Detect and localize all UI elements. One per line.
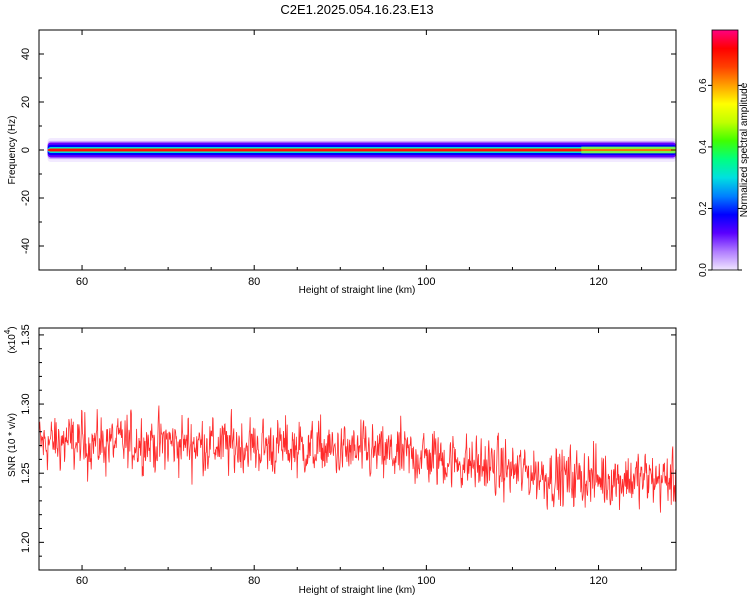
- colorbar-tick-label: 0.4: [698, 140, 709, 154]
- colorbar-gradient: [711, 29, 739, 271]
- colorbar: 0.0 0.2 0.4 0.6 Normalized spectral amplitu…: [698, 29, 750, 277]
- spectrogram-x-ticks: 60 80 100 120: [38, 30, 643, 288]
- spectrogram-x-label: Height of straight line (km): [299, 285, 416, 296]
- spectrogram-y-tick-label: 40: [20, 48, 32, 60]
- spectrogram-x-tick-label: 60: [76, 276, 88, 288]
- snr-y-tick-label: 1.30: [20, 393, 32, 414]
- colorbar-ticks: 0.0 0.2 0.4 0.6: [698, 78, 742, 277]
- snr-y-multiplier: (x104): [3, 326, 18, 353]
- spectrogram-x-tick-label: 100: [417, 276, 435, 288]
- spectrogram-y-tick-label: -40: [20, 238, 32, 254]
- snr-series-line: [39, 405, 676, 513]
- figure-title: C2E1.2025.054.16.23.E13: [280, 2, 433, 17]
- snr-x-tick-label: 80: [248, 575, 260, 587]
- colorbar-tick-label: 0.6: [698, 78, 709, 92]
- snr-y-ticks: 1.20 1.25 1.30 1.35: [20, 324, 676, 571]
- snr-multiplier-exp: 4: [3, 329, 12, 334]
- snr-panel: 60 80 100 120 1.20 1.25 1.30 1.35 Height of st…: [3, 324, 677, 596]
- snr-y-tick-label: 1.20: [20, 532, 32, 553]
- colorbar-tick-label: 0.0: [698, 263, 709, 277]
- snr-y-tick-label: 1.35: [20, 324, 32, 345]
- svg-text:(x104): (x104): [3, 326, 18, 353]
- colorbar-label: Normalized spectral amplitude: [739, 82, 750, 217]
- spectrogram-y-tick-label: 0: [20, 147, 32, 153]
- spectrogram-x-tick-label: 120: [589, 276, 607, 288]
- spectrogram-panel: 60 80 100 120 -40 -20 0 20 40 Height of straigh…: [7, 29, 677, 296]
- spectrogram-y-ticks: -40 -20 0 20 40: [20, 29, 676, 271]
- snr-multiplier-base: (x10: [7, 334, 18, 354]
- spectrogram-x-tick-label: 80: [248, 276, 260, 288]
- snr-x-tick-label: 120: [589, 575, 607, 587]
- snr-x-tick-label: 60: [76, 575, 88, 587]
- spectrogram-band: [47, 138, 676, 162]
- snr-y-tick-label: 1.25: [20, 462, 32, 483]
- colorbar-tick-label: 0.2: [698, 201, 709, 215]
- snr-x-tick-label: 100: [417, 575, 435, 587]
- snr-y-label: SNR (10 * v/v): [7, 413, 18, 477]
- snr-frame: [38, 327, 677, 571]
- spectrogram-y-tick-label: 20: [20, 96, 32, 108]
- snr-x-label: Height of straight line (km): [299, 585, 416, 596]
- spectrogram-y-label: Frequency (Hz): [7, 116, 18, 185]
- snr-x-ticks: 60 80 100 120: [38, 328, 643, 587]
- snr-multiplier-close: ): [7, 326, 18, 329]
- spectrogram-y-tick-label: -20: [20, 190, 32, 206]
